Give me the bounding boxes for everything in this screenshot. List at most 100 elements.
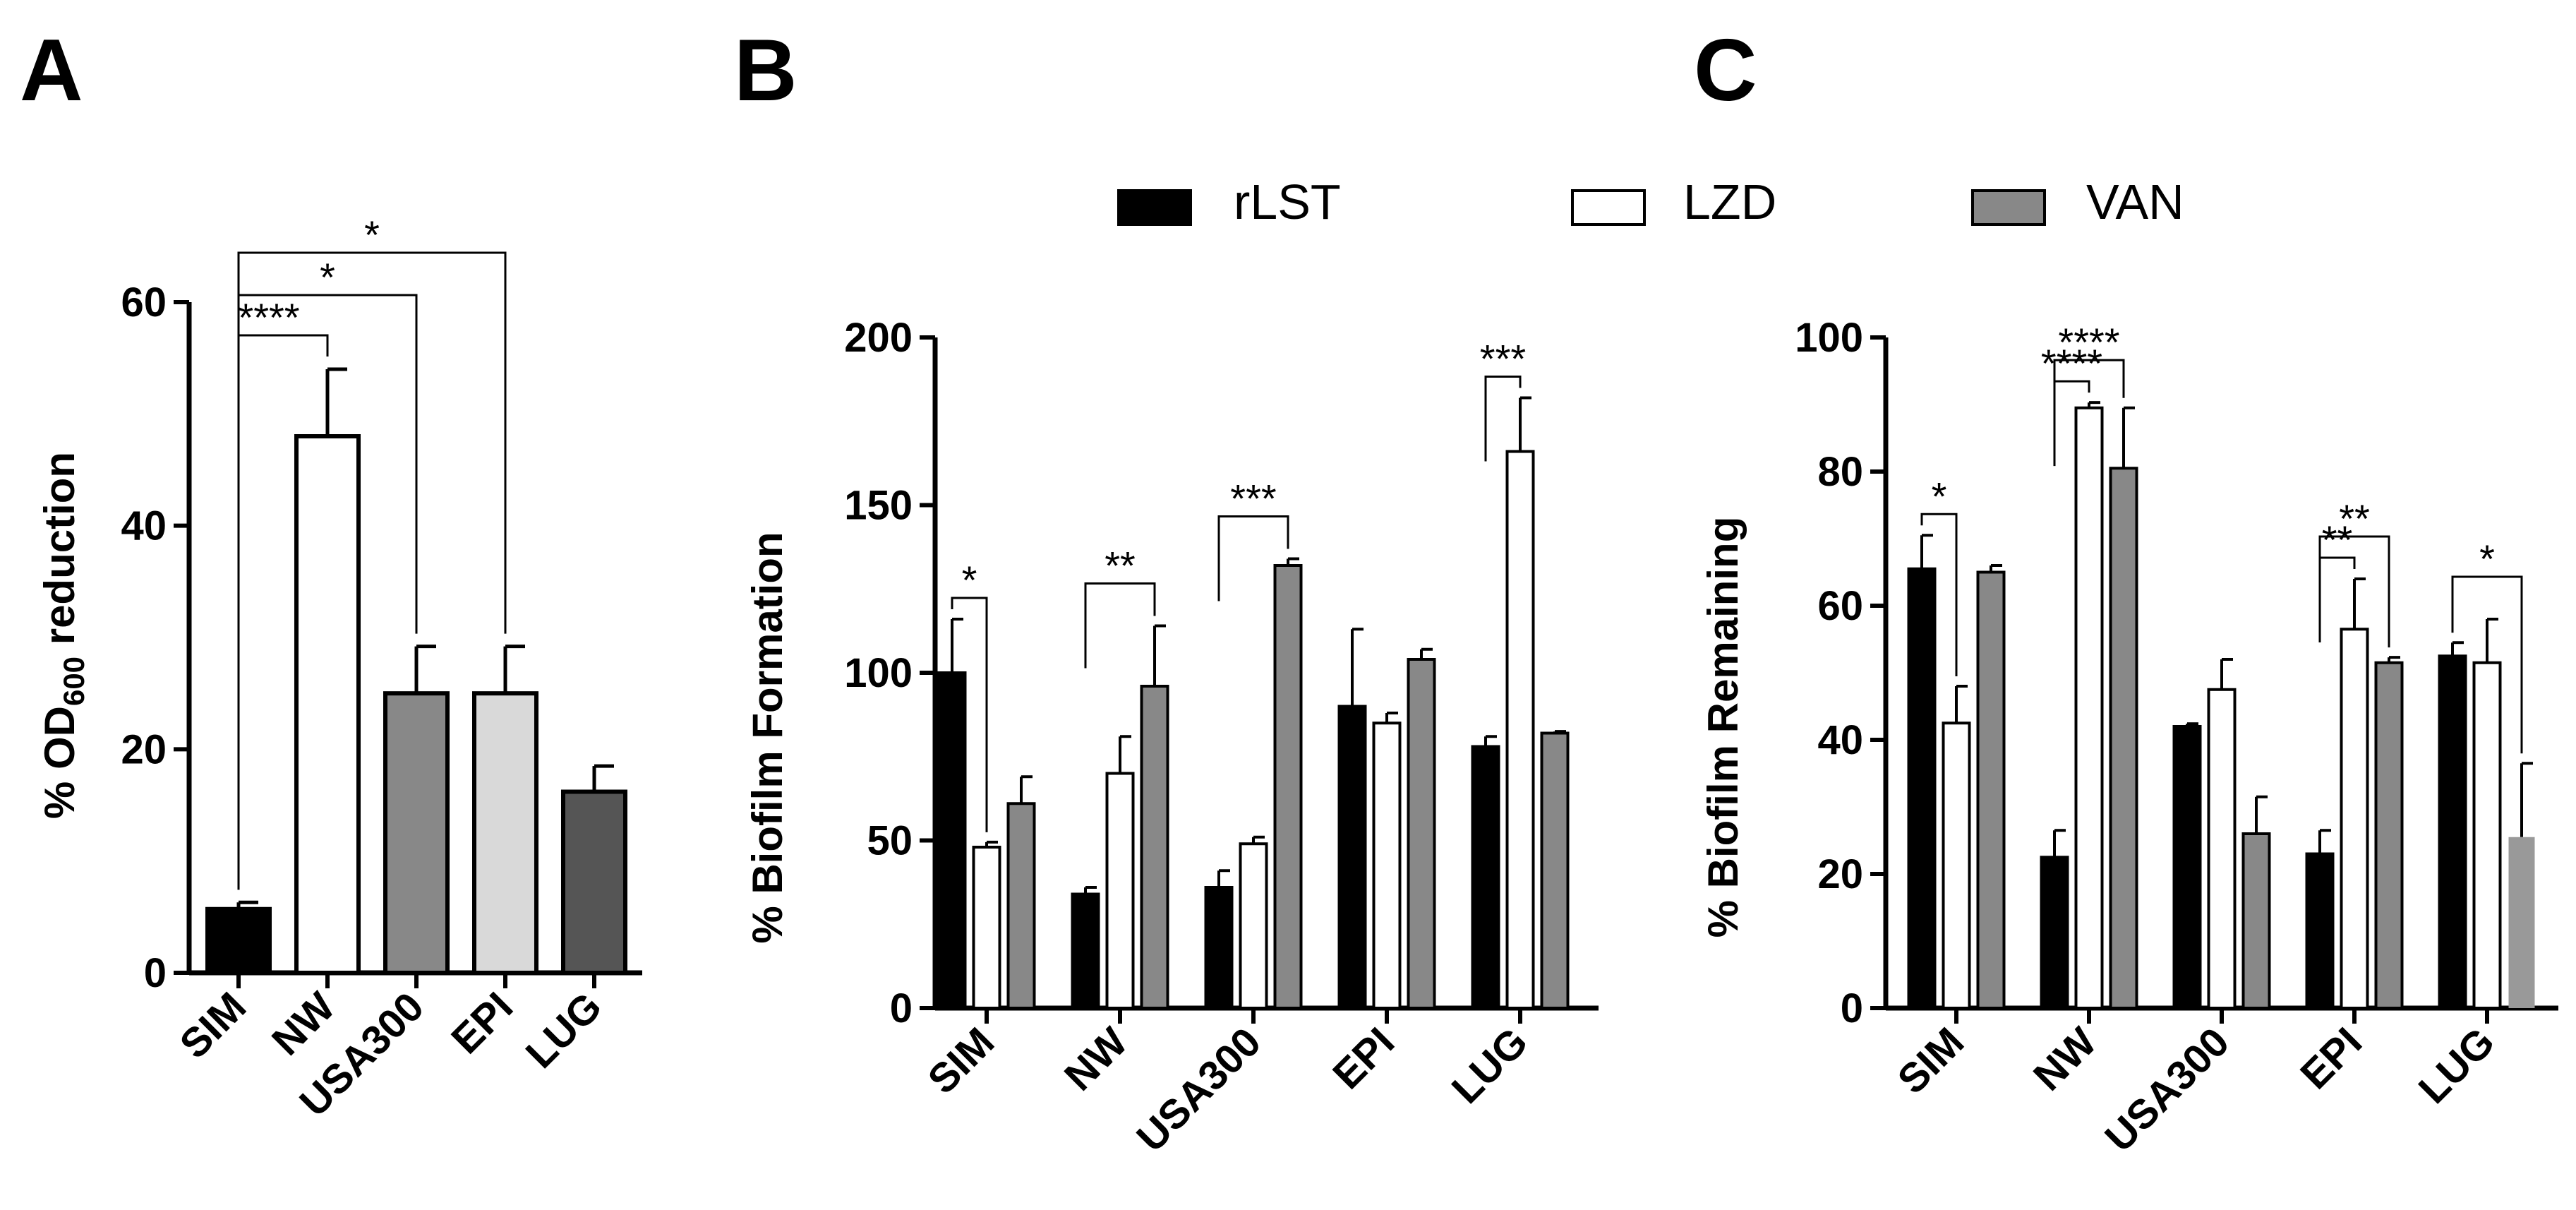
panel-c-significance-label: ** [2339,496,2370,541]
panel-c-bar-lzd [2472,661,2502,1010]
panel-a-ytick-label: 60 [121,280,167,325]
panel-b-significance-bracket [1484,376,1522,462]
panel-c-bar-van [2241,832,2271,1010]
panel-b-bar-lzd [1105,772,1135,1010]
panel-b-significance-bracket [1084,582,1156,669]
panel-b-category-label: LUG [1443,1019,1537,1113]
panel-b-ytick-label: 150 [844,483,913,529]
panel-c-bar-rlst [2040,856,2069,1010]
panel-c-bar-lzd [1942,721,1971,1010]
panel-a-significance-bracket [237,251,507,890]
panel-c-category-label: NW [2025,1019,2105,1099]
panel-c-category-label: LUG [2410,1019,2504,1113]
panel-c-category-label: USA300 [2096,1019,2238,1161]
panel-b-bar-van [1540,731,1570,1010]
panel-b-bar-van [1140,685,1169,1010]
panel-b-bar-lzd [1505,450,1535,1010]
panel-c-bar-van [2374,661,2404,1010]
panel-b-significance-label: *** [1480,337,1526,381]
legend-swatch-lzd [1571,189,1646,226]
panel-c-bar-rlst [1907,567,1937,1010]
legend-label-lzd: LZD [1683,174,1776,229]
panel-a-significance-label: * [364,212,380,257]
panel-b-ylabel: % Biofilm Formation [744,532,791,943]
panel-b-bar-lzd [1239,842,1268,1010]
panel-b-ytick-label: 100 [844,650,913,696]
panel-c-ytick-label: 20 [1817,851,1863,897]
panel-b-category-label: USA300 [1128,1019,1270,1161]
panel-a-category-label: EPI [443,983,522,1062]
panel-b-bar-lzd [972,846,1001,1010]
panel-c-significance-label: **** [2058,320,2119,364]
panel-b-ytick-label: 0 [890,986,913,1031]
panel-a-bar [205,906,272,975]
panel-c-bar-lzd [2207,688,2237,1010]
panel-a-ytick-label: 40 [121,503,167,549]
panel-b-bar-rlst [1337,705,1367,1010]
panel-b-bar-van [1006,802,1036,1010]
panel-b-significance-bracket [951,597,988,832]
panel-c-ylabel: % Biofilm Remaining [1699,517,1747,938]
panel-b-category-label: NW [1056,1019,1136,1099]
panel-c-significance-label: ** [2322,517,2353,562]
panel-c-significance-label: * [2479,537,2495,581]
panel-a-bar [472,691,538,976]
panel-c-significance-bracket [1920,513,1958,676]
panel-c-bar-van [1976,570,2006,1010]
panel-c-significance-bracket [2451,575,2523,754]
panel-a-bar [561,789,627,975]
panel-a-significance-label: * [320,255,335,299]
panel-c-ytick-label: 40 [1817,717,1863,763]
panel-b-significance-bracket [1217,515,1289,601]
panel-a-category-label: SIM [171,983,255,1067]
panel-b-significance-label: ** [1105,544,1136,588]
panel-a-ylabel: % OD600 reduction [36,452,90,819]
legend-swatch-rlst [1117,189,1192,226]
panel-c-bar-lzd [2340,628,2369,1010]
panel-b-bar-rlst [937,671,967,1010]
panel-c-category-label: EPI [2292,1019,2371,1098]
panel-a-category-label: LUG [517,983,611,1077]
legend-label-van: VAN [2086,174,2184,229]
legend-swatch-van [1971,189,2046,226]
panel-a-bar [294,434,361,975]
panel-c-bar-van [2508,837,2535,1008]
panel-c-bar-rlst [2305,852,2335,1010]
panel-c-significance-label: * [1932,474,1947,518]
panel-b-ytick-label: 200 [844,315,913,361]
panel-c-ytick-label: 80 [1817,449,1863,495]
panel-c-ytick-label: 100 [1795,315,1863,361]
panel-a-significance-label: **** [238,295,299,340]
panel-c-significance-bracket [2053,380,2090,467]
panel-b-bar-lzd [1372,721,1402,1010]
panel-c-bar-rlst [2438,654,2467,1010]
panel-b-category-label: EPI [1324,1019,1403,1098]
panel-b-significance-label: *** [1230,477,1276,521]
panel-c-bar-van [2109,467,2138,1010]
panel-c-ytick-label: 60 [1817,583,1863,629]
legend-label-rlst: rLST [1234,174,1341,229]
panel-c-letter: C [1694,22,1757,119]
panel-c-bar-rlst [2172,725,2202,1010]
panel-b-bar-rlst [1471,745,1500,1010]
legend: rLST LZD VAN [1117,174,2184,229]
panel-a-letter: A [20,22,83,119]
panel-c-ytick-label: 0 [1841,986,1863,1031]
panel-b-bar-rlst [1204,886,1234,1010]
panel-a-bar [383,691,450,976]
panel-b-letter: B [734,22,798,119]
panel-c-bar-lzd [2074,406,2104,1010]
panel-c-significance-bracket [2318,556,2356,642]
panel-b-bar-van [1407,658,1436,1010]
panel-b-bar-rlst [1071,892,1100,1010]
panel-c-significance-label: **** [2041,341,2102,385]
panel-a-ytick-label: 20 [121,726,167,772]
panel-b-ytick-label: 50 [867,818,913,864]
panel-a-ytick-label: 0 [144,950,167,996]
panel-b-bar-van [1273,564,1303,1010]
